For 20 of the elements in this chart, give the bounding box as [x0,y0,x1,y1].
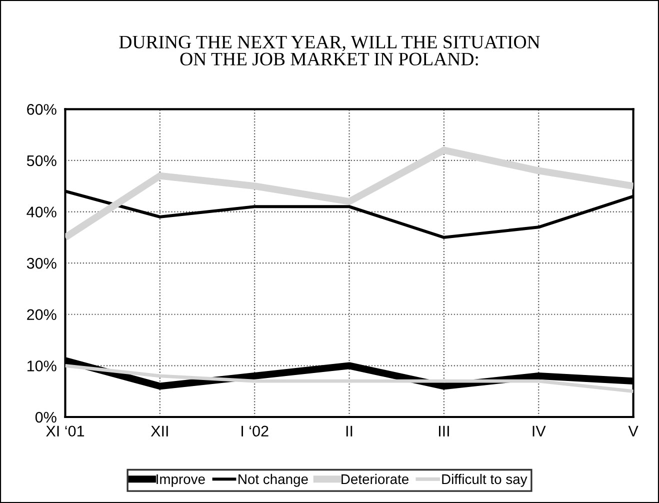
y-tick-label: 30% [26,258,56,269]
y-tick-label: 40% [26,206,56,218]
x-tick-label: I ‘02 [242,426,268,437]
line-series [65,364,634,394]
x-tick-label: III [438,426,449,436]
y-tick-label: 0% [35,412,56,423]
y-tick-label: 10% [27,360,56,372]
x-tick-label: XII [150,426,168,436]
x-tick-label: IV [532,426,546,436]
chart-title: DURING THE NEXT YEAR, WILL THE SITUATION ON THE JOB MARKET IN POLAND: [119,36,540,66]
y-tick-label: 50% [26,155,56,166]
legend-label: Deteriorate [342,474,409,484]
legend-label: Not change [238,474,308,487]
legend-label: Difficult to say [442,474,528,487]
legend-label: Improve [156,474,205,487]
y-tick-label: 20% [27,309,56,320]
x-tick-label: XI ‘01 [46,426,84,437]
x-tick-label: II [346,426,352,436]
y-tick-label: 60% [27,104,56,115]
x-tick-label: V [628,426,638,436]
